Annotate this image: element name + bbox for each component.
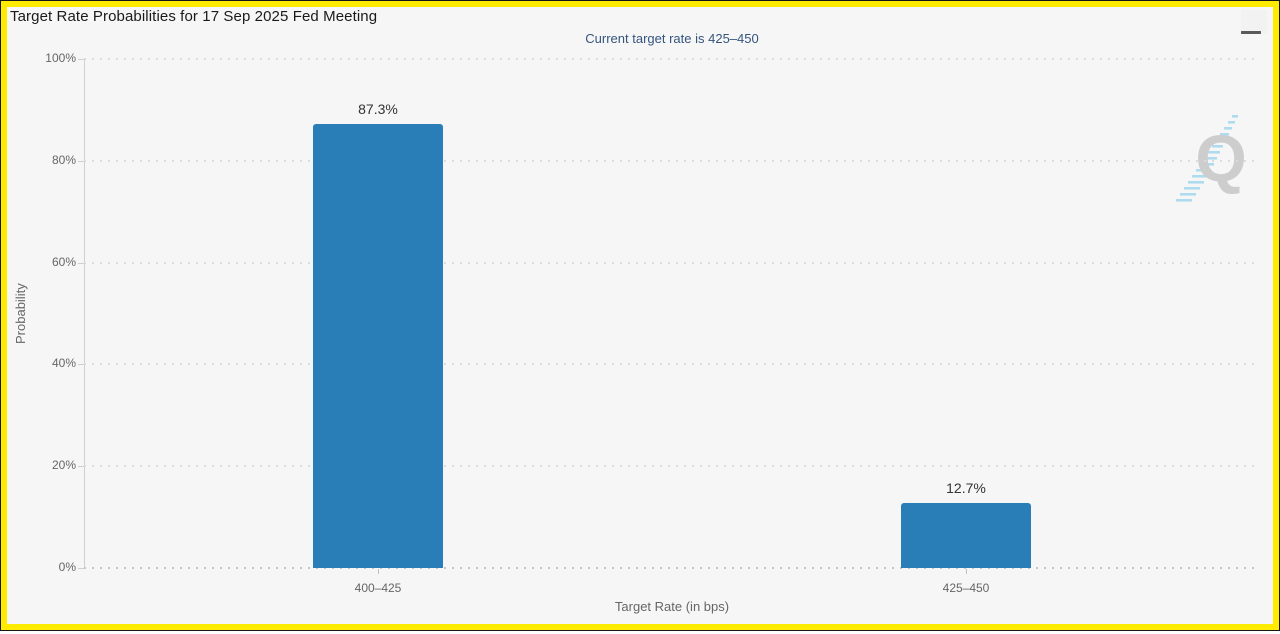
y-axis-tick-label: 100% bbox=[45, 51, 76, 65]
x-axis-category-label: 400–425 bbox=[354, 581, 402, 595]
y-axis-tick bbox=[78, 160, 84, 162]
plot-area: Q 87.3% 400–425 12.7% 425–450 bbox=[84, 58, 1260, 595]
gridline bbox=[84, 159, 1260, 162]
y-axis-tick-label: 40% bbox=[51, 356, 76, 371]
x-axis-category-label: 425–450 bbox=[942, 581, 990, 595]
y-axis-tick-label: 60% bbox=[51, 254, 76, 269]
y-axis-tick bbox=[78, 364, 84, 366]
y-axis-tick bbox=[78, 59, 84, 60]
x-axis-tick bbox=[378, 569, 379, 574]
bar-group: 87.3% 400–425 bbox=[313, 59, 443, 595]
gridline bbox=[84, 465, 1260, 468]
y-axis-tick bbox=[78, 466, 84, 468]
y-axis-tick-label: 80% bbox=[51, 152, 76, 167]
chart-menu-button[interactable] bbox=[1241, 10, 1267, 34]
y-axis-title: Probability bbox=[13, 283, 28, 344]
gridline bbox=[84, 567, 1260, 569]
chart-subtitle: Current target rate is 425–450 bbox=[585, 31, 759, 46]
bar-value-label: 12.7% bbox=[946, 480, 986, 497]
gridline bbox=[84, 363, 1260, 366]
gridline bbox=[84, 261, 1260, 264]
chart-title: Target Rate Probabilities for 17 Sep 202… bbox=[10, 8, 378, 25]
x-axis-title: Target Rate (in bps) bbox=[614, 599, 730, 614]
probability-bar[interactable] bbox=[901, 503, 1031, 568]
hamburger-icon bbox=[1241, 31, 1261, 34]
bar-value-label: 87.3% bbox=[358, 100, 398, 117]
x-axis-tick bbox=[966, 569, 967, 574]
y-axis-line bbox=[84, 59, 85, 568]
y-axis-tick bbox=[78, 568, 84, 569]
watermark-letter: Q bbox=[1195, 121, 1246, 195]
quikstrike-logo: Q bbox=[1176, 115, 1247, 202]
y-axis-tick bbox=[78, 262, 84, 264]
bar-group: 12.7% 425–450 bbox=[901, 59, 1031, 595]
y-axis-tick-label: 0% bbox=[58, 560, 76, 574]
gridline bbox=[84, 58, 1260, 60]
y-axis-tick-label: 20% bbox=[51, 458, 76, 473]
probability-bar[interactable] bbox=[313, 123, 443, 568]
